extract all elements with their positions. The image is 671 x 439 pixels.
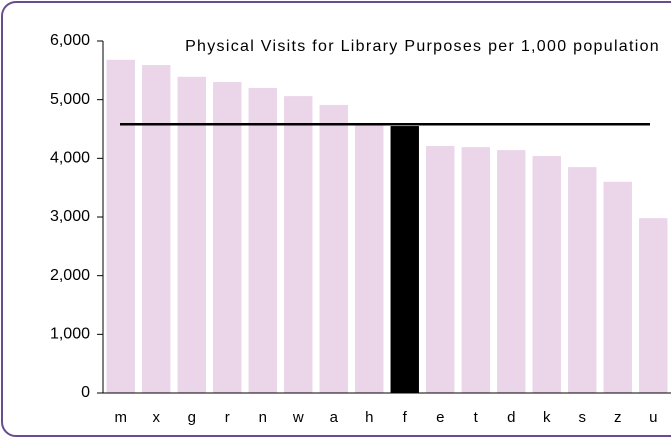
x-tick-label: x [153,409,161,426]
bar [639,218,668,393]
x-tick-label: f [403,409,408,426]
x-tick-label: u [649,409,657,426]
y-tick-label: 6,000 [50,32,90,49]
x-tick-label: r [225,409,230,426]
bar [319,104,348,394]
bar [603,181,632,393]
bar [248,87,277,393]
y-tick-label: 0 [81,384,90,401]
bar [461,147,490,393]
x-tick-label: t [474,409,479,426]
bar [142,65,171,393]
x-tick-label: n [259,409,267,426]
x-tick-label: a [330,409,339,426]
x-tick-label: g [188,409,196,426]
chart-title: Physical Visits for Library Purposes per… [185,38,660,55]
x-tick-label: s [579,409,587,426]
bar [568,167,597,393]
x-tick-label: w [292,409,304,426]
y-tick-label: 3,000 [50,208,90,225]
bar [532,155,561,393]
x-tick-label: d [507,409,515,426]
bar [355,123,384,393]
bar [106,59,135,393]
bar [426,146,455,393]
bar [284,96,313,393]
x-tick-label: z [614,409,622,426]
x-tick-label: h [365,409,373,426]
bar [390,126,419,394]
bar [213,82,242,394]
y-tick-label: 1,000 [50,326,90,343]
y-tick-label: 5,000 [50,91,90,108]
bar [497,150,526,393]
x-tick-label: m [115,409,128,426]
y-tick-label: 4,000 [50,150,90,167]
bar [177,76,206,393]
x-tick-label: e [436,409,444,426]
x-tick-label: k [543,409,551,426]
y-tick-label: 2,000 [50,267,90,284]
